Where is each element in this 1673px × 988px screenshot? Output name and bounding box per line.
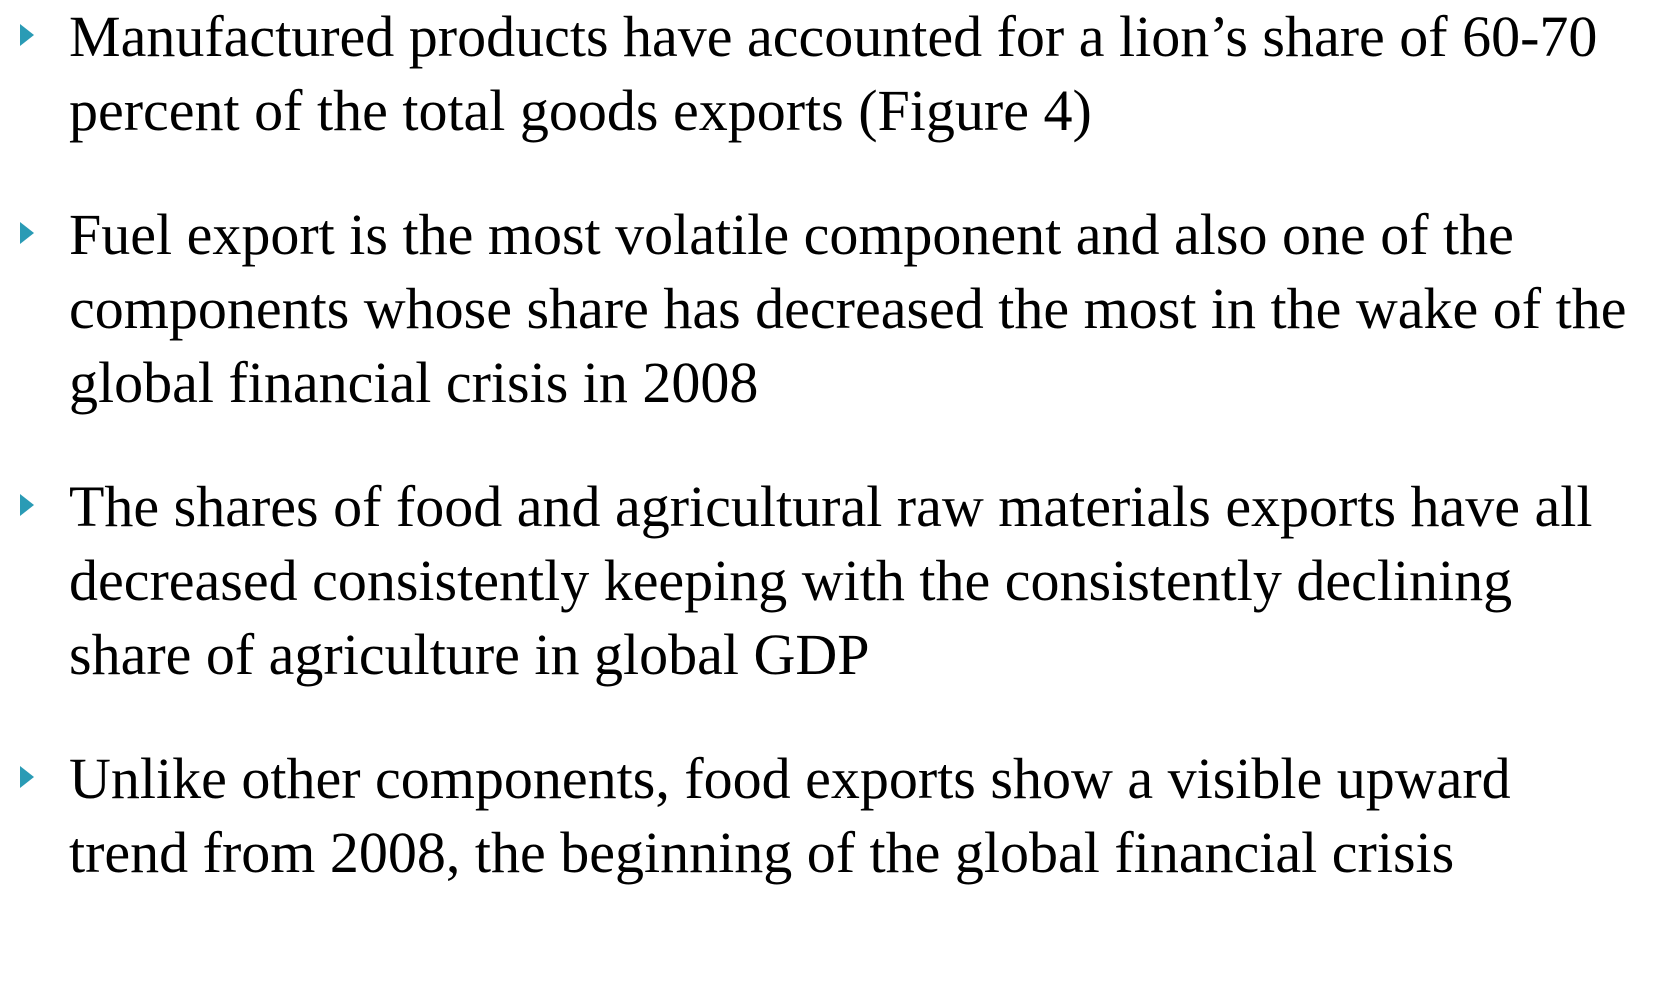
bullet-marker: [20, 24, 34, 46]
bullet-text: The shares of food and agricultural raw …: [69, 474, 1593, 687]
bullet-item: Manufactured products have accounted for…: [0, 0, 1633, 148]
bullet-text: Fuel export is the most volatile compone…: [69, 202, 1627, 415]
bullet-marker: [20, 766, 34, 788]
bullet-marker: [20, 222, 34, 244]
bullet-item: Fuel export is the most volatile compone…: [0, 198, 1633, 420]
bullet-list: Manufactured products have accounted for…: [0, 0, 1633, 890]
bullet-marker: [20, 494, 34, 516]
bullet-text: Unlike other components, food exports sh…: [69, 746, 1511, 885]
bullet-item: Unlike other components, food exports sh…: [0, 742, 1633, 890]
bullet-text: Manufactured products have accounted for…: [69, 4, 1598, 143]
bullet-item: The shares of food and agricultural raw …: [0, 470, 1633, 692]
